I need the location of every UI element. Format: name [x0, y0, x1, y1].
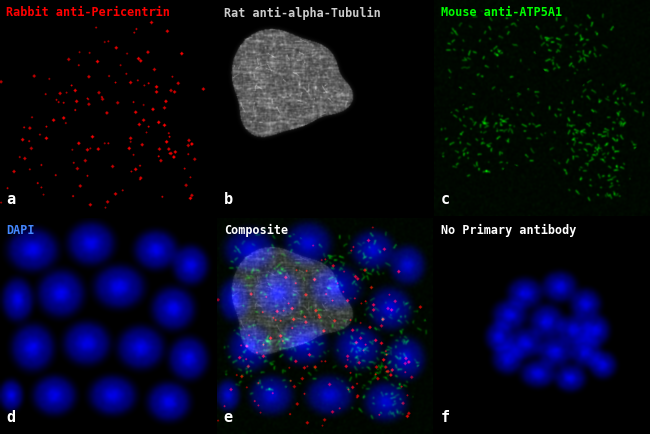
Text: d: d	[6, 411, 16, 425]
Text: c: c	[441, 193, 450, 207]
Text: e: e	[224, 411, 233, 425]
Text: Rabbit anti-Pericentrin: Rabbit anti-Pericentrin	[6, 7, 170, 20]
Text: No Primary antibody: No Primary antibody	[441, 224, 577, 237]
Text: Composite: Composite	[224, 224, 288, 237]
Text: a: a	[6, 193, 16, 207]
Text: b: b	[224, 193, 233, 207]
Text: Mouse anti-ATP5A1: Mouse anti-ATP5A1	[441, 7, 562, 20]
Text: Rat anti-alpha-Tubulin: Rat anti-alpha-Tubulin	[224, 7, 380, 20]
Text: f: f	[441, 411, 450, 425]
Text: DAPI: DAPI	[6, 224, 35, 237]
